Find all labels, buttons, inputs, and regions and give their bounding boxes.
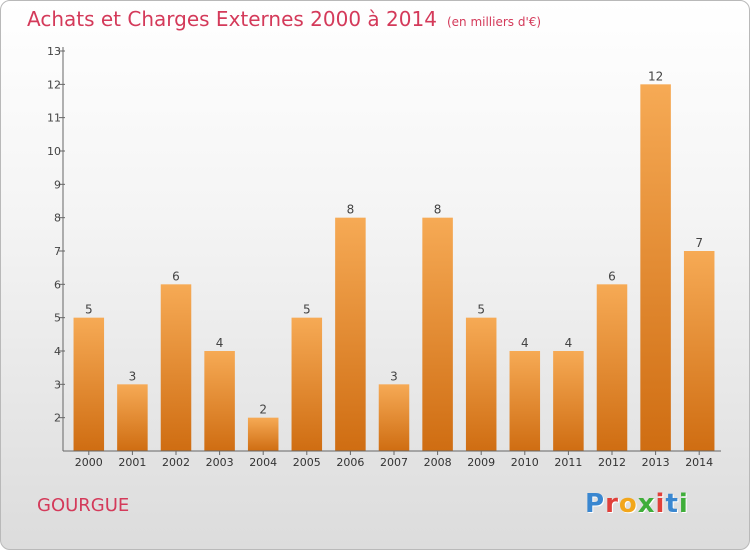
y-tick-label: 12 bbox=[47, 78, 61, 91]
data-label: 7 bbox=[695, 236, 703, 250]
x-tick-label: 2003 bbox=[206, 456, 234, 469]
logo-letter: x bbox=[637, 489, 656, 519]
data-label: 4 bbox=[565, 336, 573, 350]
data-label: 8 bbox=[434, 203, 442, 217]
bar bbox=[73, 317, 105, 451]
bar bbox=[683, 251, 715, 451]
proxiti-logo[interactable]: Proxiti bbox=[585, 489, 689, 519]
data-label: 8 bbox=[347, 203, 355, 217]
chart-title: Achats et Charges Externes 2000 à 2014 (e… bbox=[27, 7, 541, 31]
bar bbox=[422, 217, 453, 451]
x-tick-label: 2001 bbox=[118, 456, 146, 469]
chart-unit: (en milliers d'€) bbox=[446, 15, 542, 29]
logo-letter: r bbox=[605, 489, 619, 519]
y-tick-label: 13 bbox=[47, 45, 61, 58]
bar bbox=[553, 351, 584, 451]
y-tick-label: 3 bbox=[54, 378, 61, 391]
bar bbox=[596, 284, 628, 451]
city-name: GOURGUE bbox=[37, 495, 130, 516]
chart-title-text: Achats et Charges Externes 2000 à 2014 bbox=[27, 7, 437, 31]
bar bbox=[117, 384, 148, 451]
y-tick-label: 10 bbox=[47, 145, 61, 158]
x-tick-label: 2011 bbox=[554, 456, 582, 469]
logo-letter: i bbox=[678, 489, 689, 519]
x-tick-label: 2013 bbox=[642, 456, 670, 469]
bar bbox=[160, 284, 192, 451]
x-tick-label: 2006 bbox=[336, 456, 364, 469]
data-label: 4 bbox=[521, 336, 529, 350]
logo-letter: P bbox=[585, 489, 606, 519]
x-tick-label: 2004 bbox=[249, 456, 277, 469]
data-label: 6 bbox=[172, 269, 180, 283]
data-label: 5 bbox=[477, 303, 485, 317]
x-tick-label: 2007 bbox=[380, 456, 408, 469]
data-label: 5 bbox=[85, 303, 93, 317]
bar bbox=[291, 317, 323, 451]
x-tick-label: 2005 bbox=[293, 456, 321, 469]
y-tick-label: 4 bbox=[54, 345, 61, 358]
bar bbox=[335, 217, 366, 451]
logo-letter: t bbox=[665, 489, 679, 519]
x-tick-label: 2012 bbox=[598, 456, 626, 469]
x-tick-label: 2009 bbox=[467, 456, 495, 469]
x-tick-label: 2008 bbox=[424, 456, 452, 469]
y-tick-label: 7 bbox=[54, 245, 61, 258]
y-tick-label: 5 bbox=[54, 312, 61, 325]
bar bbox=[204, 351, 235, 451]
bar bbox=[509, 351, 541, 451]
data-label: 3 bbox=[129, 369, 137, 383]
logo-letter: o bbox=[618, 489, 638, 519]
data-label: 5 bbox=[303, 303, 311, 317]
bar bbox=[247, 417, 279, 451]
y-tick-label: 2 bbox=[54, 412, 61, 425]
x-tick-label: 2010 bbox=[511, 456, 539, 469]
data-label: 2 bbox=[259, 403, 267, 417]
logo-letter: i bbox=[655, 489, 666, 519]
y-tick-label: 9 bbox=[54, 178, 61, 191]
data-label: 6 bbox=[608, 269, 616, 283]
bar bbox=[465, 317, 497, 451]
data-label: 3 bbox=[390, 369, 398, 383]
bar bbox=[640, 84, 671, 451]
bar bbox=[378, 384, 410, 451]
x-tick-label: 2002 bbox=[162, 456, 190, 469]
x-tick-label: 2000 bbox=[75, 456, 103, 469]
x-tick-label: 2014 bbox=[685, 456, 713, 469]
y-tick-label: 6 bbox=[54, 278, 61, 291]
y-tick-label: 11 bbox=[47, 112, 61, 125]
data-label: 4 bbox=[216, 336, 224, 350]
y-tick-label: 8 bbox=[54, 212, 61, 225]
data-label: 12 bbox=[648, 69, 663, 83]
